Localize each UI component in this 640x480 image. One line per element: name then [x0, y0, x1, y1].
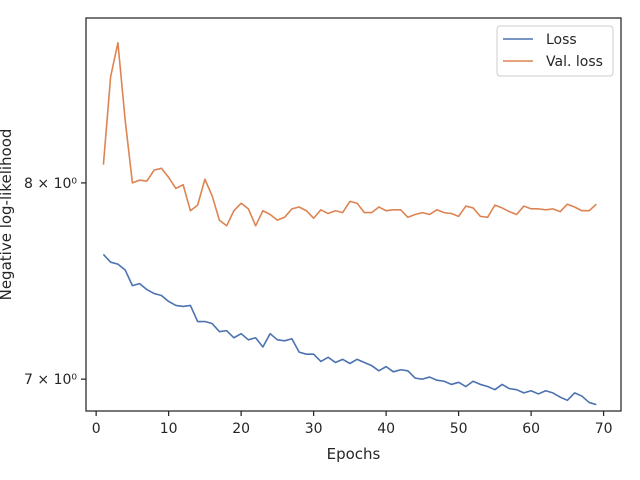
series-line-loss [102, 253, 597, 406]
x-tick-label: 70 [595, 421, 613, 437]
x-tick-label: 50 [450, 421, 468, 437]
y-axis-ticks: 7 × 10⁰ 8 × 10⁰ [24, 176, 86, 388]
x-tick-label: 20 [232, 421, 250, 437]
legend-label-loss: Loss [546, 32, 577, 48]
legend-label-val-loss: Val. loss [546, 54, 603, 70]
x-tick-label: 30 [305, 421, 323, 437]
x-tick-label: 0 [92, 421, 101, 437]
series-line-val-loss [102, 42, 597, 227]
x-axis-ticks: 0 10 20 30 40 50 60 70 [92, 411, 613, 437]
x-tick-label: 10 [160, 421, 178, 437]
x-tick-label: 40 [377, 421, 395, 437]
y-axis-label: Negative log-likelihood [0, 129, 15, 301]
series-lines [102, 42, 597, 406]
y-tick-label: 7 × 10⁰ [24, 372, 77, 388]
x-axis-label: Epochs [327, 445, 381, 463]
x-tick-label: 60 [522, 421, 540, 437]
legend: Loss Val. loss [496, 25, 614, 77]
plot-area-frame [85, 17, 622, 412]
y-tick-label: 8 × 10⁰ [24, 176, 77, 192]
